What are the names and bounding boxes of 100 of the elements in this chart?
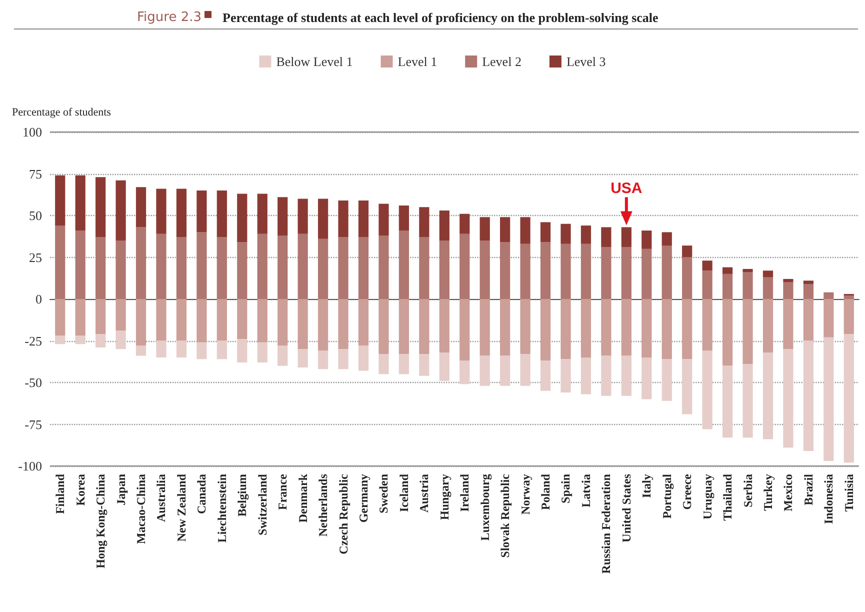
bar [621,227,632,248]
bar [398,205,409,231]
x-tick-label: Canada [194,474,209,514]
x-tick-label: Belgium [235,474,250,517]
bar [662,359,672,401]
bar [844,296,854,299]
x-tick-label: New Zealand [174,474,188,542]
bar [520,217,530,244]
x-tick-label: Liechtenstein [214,474,229,543]
bar [601,247,612,299]
bar [378,204,389,236]
bar [176,299,187,341]
bar [621,356,632,396]
bar [55,336,66,344]
bar [398,354,409,374]
x-tick-label: Austria [417,474,432,513]
bar [156,299,166,341]
bar [824,299,834,338]
bar [783,278,794,282]
x-tick-label: Ireland [458,474,472,512]
y-tick-label: -25 [24,333,42,348]
bar [278,236,288,299]
bar [580,357,592,394]
bar [298,299,308,350]
bar [460,234,470,299]
bar [96,177,106,238]
bar [75,336,86,344]
bar [803,340,814,451]
y-tick-label: 75 [29,166,42,182]
bar [136,346,146,356]
bar [75,175,86,231]
legend-label: Below Level 1 [276,54,353,69]
bar [762,277,774,299]
bar [702,299,712,351]
bar [96,334,106,348]
bar [662,246,672,299]
bar [682,257,692,299]
chart-title: Figure 2.3 [137,10,202,25]
bar [136,227,146,299]
x-tick-label: Iceland [396,474,411,512]
bar [742,272,753,299]
x-tick-label: Uruguay [700,474,714,520]
bar [156,188,166,234]
bar [136,299,146,346]
x-tick-label: Spain [558,474,573,504]
bar [419,207,430,238]
bar [398,230,409,299]
bar [116,240,126,299]
bar [318,238,328,299]
y-tick-label: -50 [24,375,42,390]
bar [560,299,571,360]
bar [722,299,733,366]
bar [116,299,126,331]
bar [500,242,510,299]
bar [803,299,814,341]
bar [560,224,571,244]
bar [216,237,227,299]
bar [338,237,348,299]
bar [783,282,794,299]
x-tick-label: Indonesia [822,474,836,524]
bar [439,240,450,299]
bar [601,227,612,248]
bar [75,299,86,336]
bar [762,352,774,440]
bar [662,299,672,360]
bar [196,190,207,232]
bar [540,299,551,361]
bar [702,270,712,299]
bar [824,337,834,461]
x-tick-label: Italy [640,474,654,498]
x-tick-label: Portugal [660,473,674,519]
bar [216,299,227,341]
bar [378,299,389,354]
bar [662,232,672,246]
x-tick-label: Hungary [437,474,452,520]
bar [439,299,450,352]
bar [460,214,470,234]
x-tick-label: Japan [114,474,128,506]
bar [216,340,227,360]
bar [580,299,592,358]
bar [762,299,774,352]
bar [96,299,106,334]
bar [480,217,490,241]
x-tick-label: Norway [518,474,532,515]
bar [580,244,592,299]
x-tick-label: France [276,473,290,510]
bar [560,244,571,299]
y-axis-title: Percentage of students [12,106,111,118]
bar [257,194,268,234]
bar [237,194,248,242]
bar [358,299,369,346]
bar [358,346,369,371]
bar [318,198,328,239]
bar [136,187,146,228]
bar [419,354,430,376]
bar [500,356,510,386]
bar [783,299,794,350]
x-tick-label: Latvia [578,474,593,508]
y-tick-label: 0 [36,292,42,306]
bar [398,299,409,354]
